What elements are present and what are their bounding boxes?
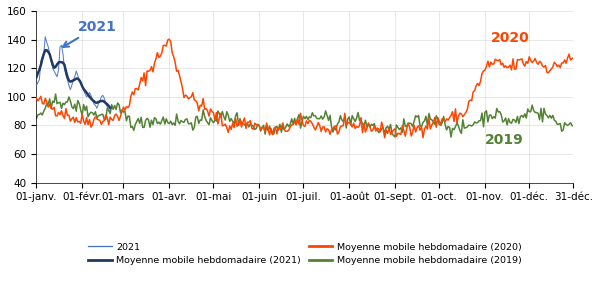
Text: 2020: 2020 xyxy=(491,31,530,46)
Text: 2019: 2019 xyxy=(485,133,524,147)
Legend: 2021, Moyenne mobile hebdomadaire (2021), Moyenne mobile hebdomadaire (2020), Mo: 2021, Moyenne mobile hebdomadaire (2021)… xyxy=(85,239,526,269)
Text: 2021: 2021 xyxy=(63,20,116,47)
